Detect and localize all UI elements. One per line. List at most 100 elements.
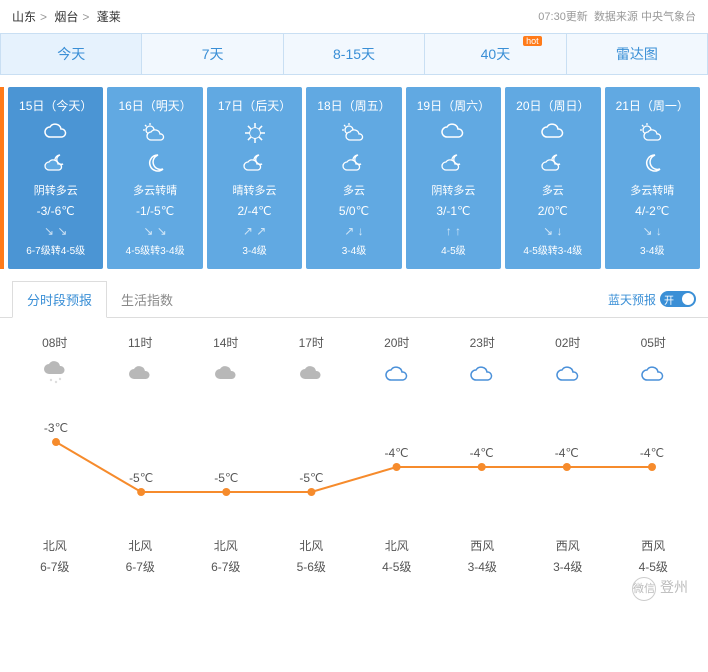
day-card[interactable]: 20日（周日） 多云 2/0℃ ↘ ↓ 4-5级转3-4级 (505, 87, 600, 269)
weather-icon-night (209, 150, 300, 176)
day-date: 18日（周五） (308, 97, 399, 114)
tab-雷达图[interactable]: 雷达图 (567, 34, 707, 74)
temperature: 2/0℃ (507, 204, 598, 218)
hour-wind: 北风 (354, 537, 440, 554)
svg-text:-5℃: -5℃ (299, 471, 323, 485)
weather-icon-day (607, 120, 698, 146)
hour-time: 11时 (98, 334, 184, 351)
wind-arrows: ↗ ↓ (308, 224, 399, 238)
day-date: 17日（后天） (209, 97, 300, 114)
hour-icon (611, 359, 697, 389)
hour-wind: 北风 (269, 537, 355, 554)
toggle-switch[interactable]: 开 (660, 291, 696, 307)
hour-time: 17时 (269, 334, 355, 351)
weather-icon-day (10, 120, 101, 146)
hourly-forecast: 08时11时14时17时20时23时02时05时 -3℃ -5℃ -5℃ -5℃… (0, 318, 708, 591)
svg-text:-4℃: -4℃ (640, 446, 664, 460)
svg-text:-3℃: -3℃ (44, 421, 68, 435)
weather-icon-night (109, 150, 200, 176)
wind-level: 4-5级转3-4级 (507, 242, 598, 257)
sub-tabs: 分时段预报 生活指数 蓝天预报 开 (0, 281, 708, 318)
hour-time: 05时 (611, 334, 697, 351)
crumb-district[interactable]: 蓬莱 (97, 10, 121, 24)
wind-level: 4-5级 (408, 242, 499, 257)
wind-level: 3-4级 (308, 242, 399, 257)
wind-arrows: ↘ ↓ (507, 224, 598, 238)
weather-icon-day (408, 120, 499, 146)
weather-icon-night (507, 150, 598, 176)
weather-desc: 多云 (507, 182, 598, 198)
day-card[interactable]: 21日（周一） 多云转晴 4/-2℃ ↘ ↓ 3-4级 (605, 87, 700, 269)
day-card[interactable]: 18日（周五） 多云 5/0℃ ↗ ↓ 3-4级 (306, 87, 401, 269)
hour-wind-level: 6-7级 (98, 558, 184, 575)
hour-icon (183, 359, 269, 389)
svg-text:-4℃: -4℃ (384, 446, 408, 460)
hour-icon (98, 359, 184, 389)
subtab-life-index[interactable]: 生活指数 (107, 282, 187, 317)
seven-day-forecast: 15日（今天） 阴转多云 -3/-6℃ ↘ ↘ 6-7级转4-5级16日（明天）… (0, 75, 708, 281)
weather-icon-day (507, 120, 598, 146)
hour-time: 14时 (183, 334, 269, 351)
weather-desc: 阴转多云 (10, 182, 101, 198)
hour-wind-level: 3-4级 (440, 558, 526, 575)
weather-desc: 多云 (308, 182, 399, 198)
tab-今天[interactable]: 今天 (1, 34, 142, 74)
hour-icon (354, 359, 440, 389)
weather-icon-night (607, 150, 698, 176)
hour-icon (440, 359, 526, 389)
watermark: 微信登州 (632, 577, 688, 601)
crumb-province[interactable]: 山东 (12, 10, 36, 24)
day-card[interactable]: 16日（明天） 多云转晴 -1/-5℃ ↘ ↘ 4-5级转3-4级 (107, 87, 202, 269)
hour-wind: 北风 (12, 537, 98, 554)
weather-icon-night (10, 150, 101, 176)
weather-icon-night (408, 150, 499, 176)
day-card[interactable]: 17日（后天） 晴转多云 2/-4℃ ↗ ↗ 3-4级 (207, 87, 302, 269)
hour-wind: 西风 (440, 537, 526, 554)
wind-level: 6-7级转4-5级 (10, 242, 101, 257)
svg-text:-4℃: -4℃ (555, 446, 579, 460)
day-date: 19日（周六） (408, 97, 499, 114)
hour-wind-level: 5-6级 (269, 558, 355, 575)
hour-time: 23时 (440, 334, 526, 351)
svg-text:-5℃: -5℃ (214, 471, 238, 485)
wind-arrows: ↗ ↗ (209, 224, 300, 238)
hour-wind-level: 4-5级 (354, 558, 440, 575)
hour-wind-level: 6-7级 (183, 558, 269, 575)
hour-time: 20时 (354, 334, 440, 351)
hour-wind: 西风 (611, 537, 697, 554)
hour-time: 02时 (525, 334, 611, 351)
tab-8-15天[interactable]: 8-15天 (284, 34, 425, 74)
day-date: 21日（周一） (607, 97, 698, 114)
hour-time: 08时 (12, 334, 98, 351)
wind-arrows: ↑ ↑ (408, 224, 499, 238)
hour-wind: 北风 (183, 537, 269, 554)
hour-wind-level: 4-5级 (611, 558, 697, 575)
crumb-city[interactable]: 烟台 (54, 10, 78, 24)
tab-7天[interactable]: 7天 (142, 34, 283, 74)
subtab-hourly[interactable]: 分时段预报 (12, 281, 107, 318)
update-info: 07:30更新 数据来源 中央气象台 (538, 8, 696, 24)
temperature: 5/0℃ (308, 204, 399, 218)
temperature: 2/-4℃ (209, 204, 300, 218)
wind-arrows: ↘ ↘ (109, 224, 200, 238)
wind-level: 3-4级 (607, 242, 698, 257)
weather-icon-night (308, 150, 399, 176)
day-card[interactable]: 15日（今天） 阴转多云 -3/-6℃ ↘ ↘ 6-7级转4-5级 (8, 87, 103, 269)
day-card[interactable]: 19日（周六） 阴转多云 3/-1℃ ↑ ↑ 4-5级 (406, 87, 501, 269)
hour-wind: 西风 (525, 537, 611, 554)
tab-40天[interactable]: 40天hot (425, 34, 566, 74)
temperature: 3/-1℃ (408, 204, 499, 218)
hour-wind-level: 6-7级 (12, 558, 98, 575)
hour-icon (525, 359, 611, 389)
weather-desc: 多云转晴 (109, 182, 200, 198)
weather-icon-day (109, 120, 200, 146)
temperature: 4/-2℃ (607, 204, 698, 218)
svg-text:-5℃: -5℃ (129, 471, 153, 485)
wind-arrows: ↘ ↓ (607, 224, 698, 238)
blue-sky-toggle[interactable]: 蓝天预报 开 (608, 291, 696, 308)
hour-wind: 北风 (98, 537, 184, 554)
breadcrumb: 山东> 烟台> 蓬莱 07:30更新 数据来源 中央气象台 (0, 0, 708, 33)
hour-icon (269, 359, 355, 389)
day-date: 16日（明天） (109, 97, 200, 114)
day-date: 15日（今天） (10, 97, 101, 114)
